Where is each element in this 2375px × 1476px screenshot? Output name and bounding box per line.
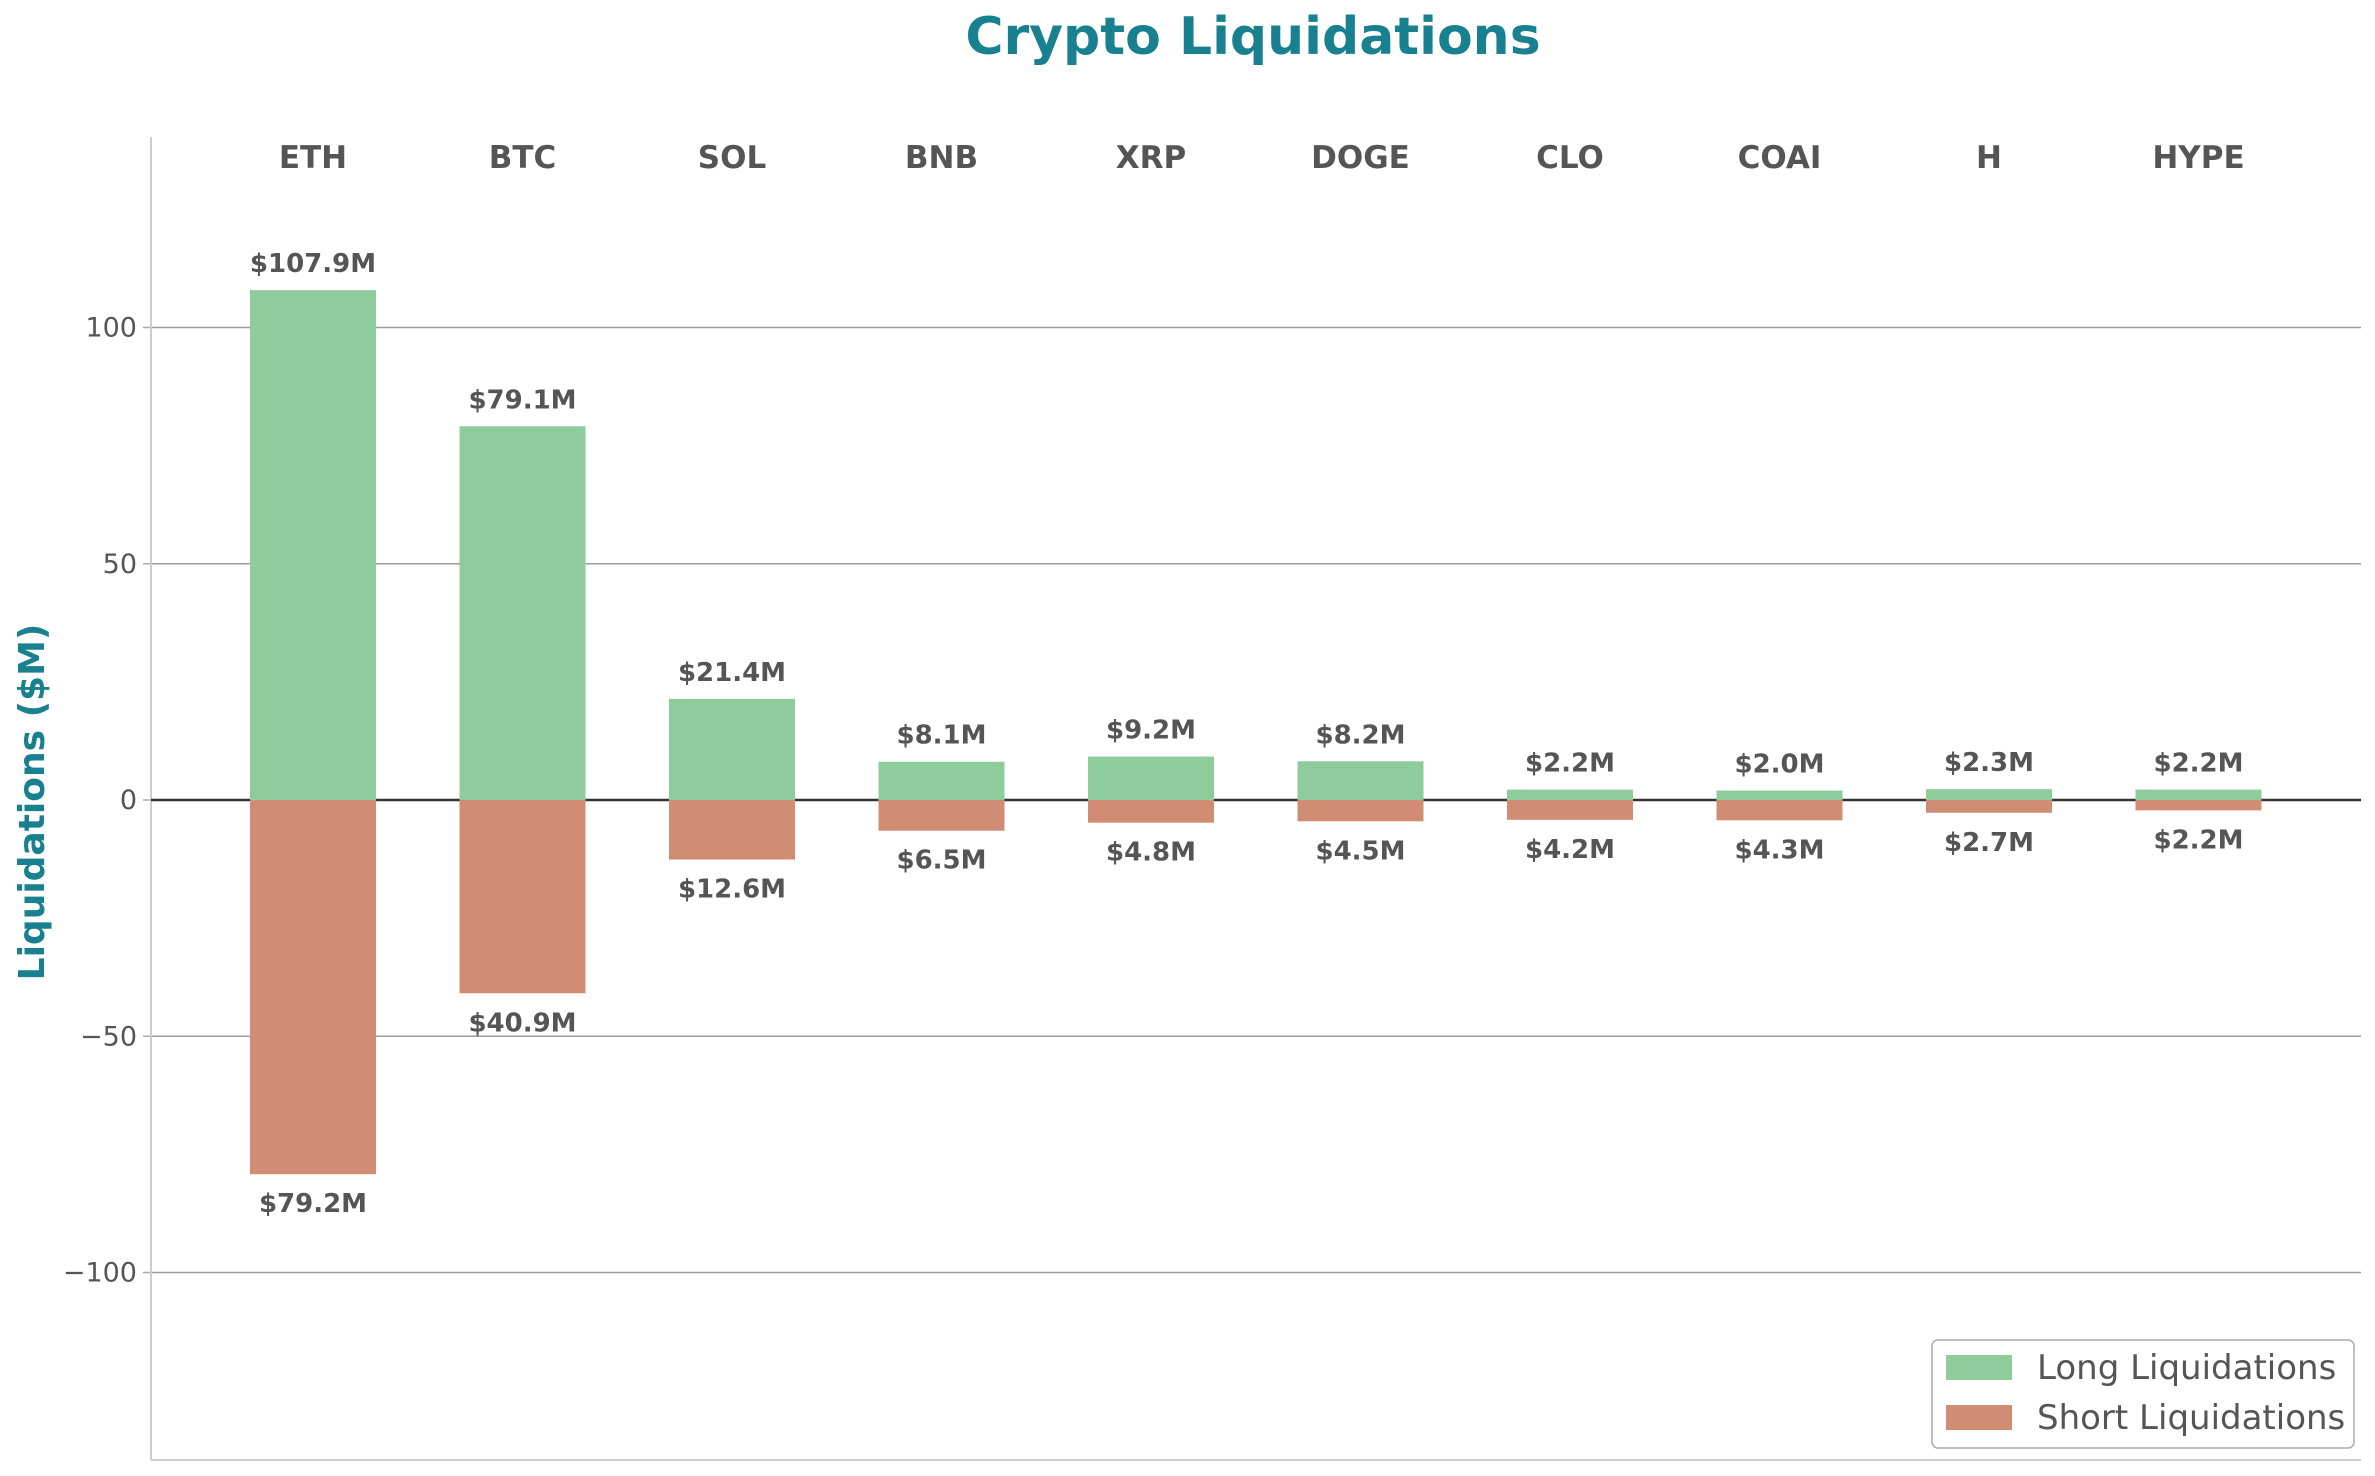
short-value-label: $79.2M — [259, 1189, 367, 1219]
category-label: BNB — [905, 140, 978, 176]
long-value-label: $2.2M — [1525, 749, 1615, 779]
short-value-label: $4.8M — [1106, 838, 1196, 868]
y-tick-label: −50 — [80, 1021, 137, 1052]
long-bar — [1297, 761, 1424, 800]
long-bar — [878, 761, 1005, 800]
long-value-label: $21.4M — [678, 658, 786, 688]
data-labels: $107.9M $79.1M $21.4M $8.1M $9.2M $8.2M $2.2M $… — [250, 249, 2244, 1219]
short-bar — [1088, 800, 1214, 823]
short-value-label: $4.3M — [1734, 835, 1824, 865]
chart-title: Crypto Liquidations — [965, 7, 1540, 67]
category-label: ETH — [279, 140, 347, 176]
long-bar — [669, 698, 795, 800]
category-label: XRP — [1116, 140, 1187, 176]
category-label: CLO — [1536, 140, 1604, 176]
bars — [250, 290, 2262, 1175]
long-value-label: $8.1M — [896, 721, 986, 751]
short-bar — [878, 800, 1005, 831]
short-value-label: $6.5M — [896, 846, 986, 876]
category-label: H — [1976, 140, 2002, 176]
long-value-label: $8.2M — [1315, 720, 1405, 750]
legend-swatch — [1946, 1405, 2012, 1430]
long-bar — [1716, 790, 1843, 800]
short-bar — [1926, 800, 2052, 813]
short-bar — [1716, 800, 1843, 821]
short-value-label: $2.2M — [2153, 825, 2243, 855]
short-bar — [669, 800, 795, 860]
legend-box — [1931, 1339, 2355, 1449]
short-bar — [1507, 800, 1633, 820]
long-value-label: $79.1M — [468, 385, 576, 415]
short-value-label: $4.5M — [1315, 836, 1405, 866]
y-tick-label: 50 — [103, 549, 137, 580]
legend-label: Short Liquidations — [2037, 1398, 2345, 1438]
category-labels: ETH BTC SOL BNB XRP DOGE CLO COAI H HYPE — [279, 140, 2245, 176]
long-bar — [250, 290, 376, 800]
short-value-label: $12.6M — [678, 875, 786, 905]
category-label: SOL — [698, 140, 766, 176]
long-value-label: $2.2M — [2153, 749, 2243, 779]
category-label: HYPE — [2152, 140, 2244, 176]
long-bar — [1507, 789, 1633, 800]
y-tick-label: 0 — [120, 785, 137, 816]
y-tick-label: 100 — [85, 313, 137, 344]
category-label: DOGE — [1311, 140, 1410, 176]
long-bar — [1088, 756, 1214, 800]
short-value-label: $4.2M — [1525, 835, 1615, 865]
category-label: BTC — [489, 140, 557, 176]
long-bar — [2135, 789, 2262, 800]
legend: Long Liquidations Short Liquidations — [1931, 1339, 2355, 1449]
short-bar — [250, 800, 376, 1175]
legend-swatch — [1946, 1355, 2012, 1380]
short-bar — [1297, 800, 1424, 822]
short-value-label: $2.7M — [1944, 828, 2034, 858]
long-bar — [1926, 789, 2052, 800]
long-value-label: $2.0M — [1734, 750, 1824, 780]
long-value-label: $107.9M — [250, 249, 376, 279]
category-label: COAI — [1738, 140, 1822, 176]
short-bar — [459, 800, 586, 994]
long-value-label: $2.3M — [1944, 748, 2034, 778]
long-value-label: $9.2M — [1106, 716, 1196, 746]
short-value-label: $40.9M — [468, 1008, 576, 1038]
legend-label: Long Liquidations — [2037, 1348, 2336, 1388]
y-axis-label: Liquidations ($M) — [12, 624, 53, 981]
y-tick-label: −100 — [63, 1258, 137, 1289]
short-bar — [2135, 800, 2262, 811]
long-bar — [459, 426, 586, 800]
